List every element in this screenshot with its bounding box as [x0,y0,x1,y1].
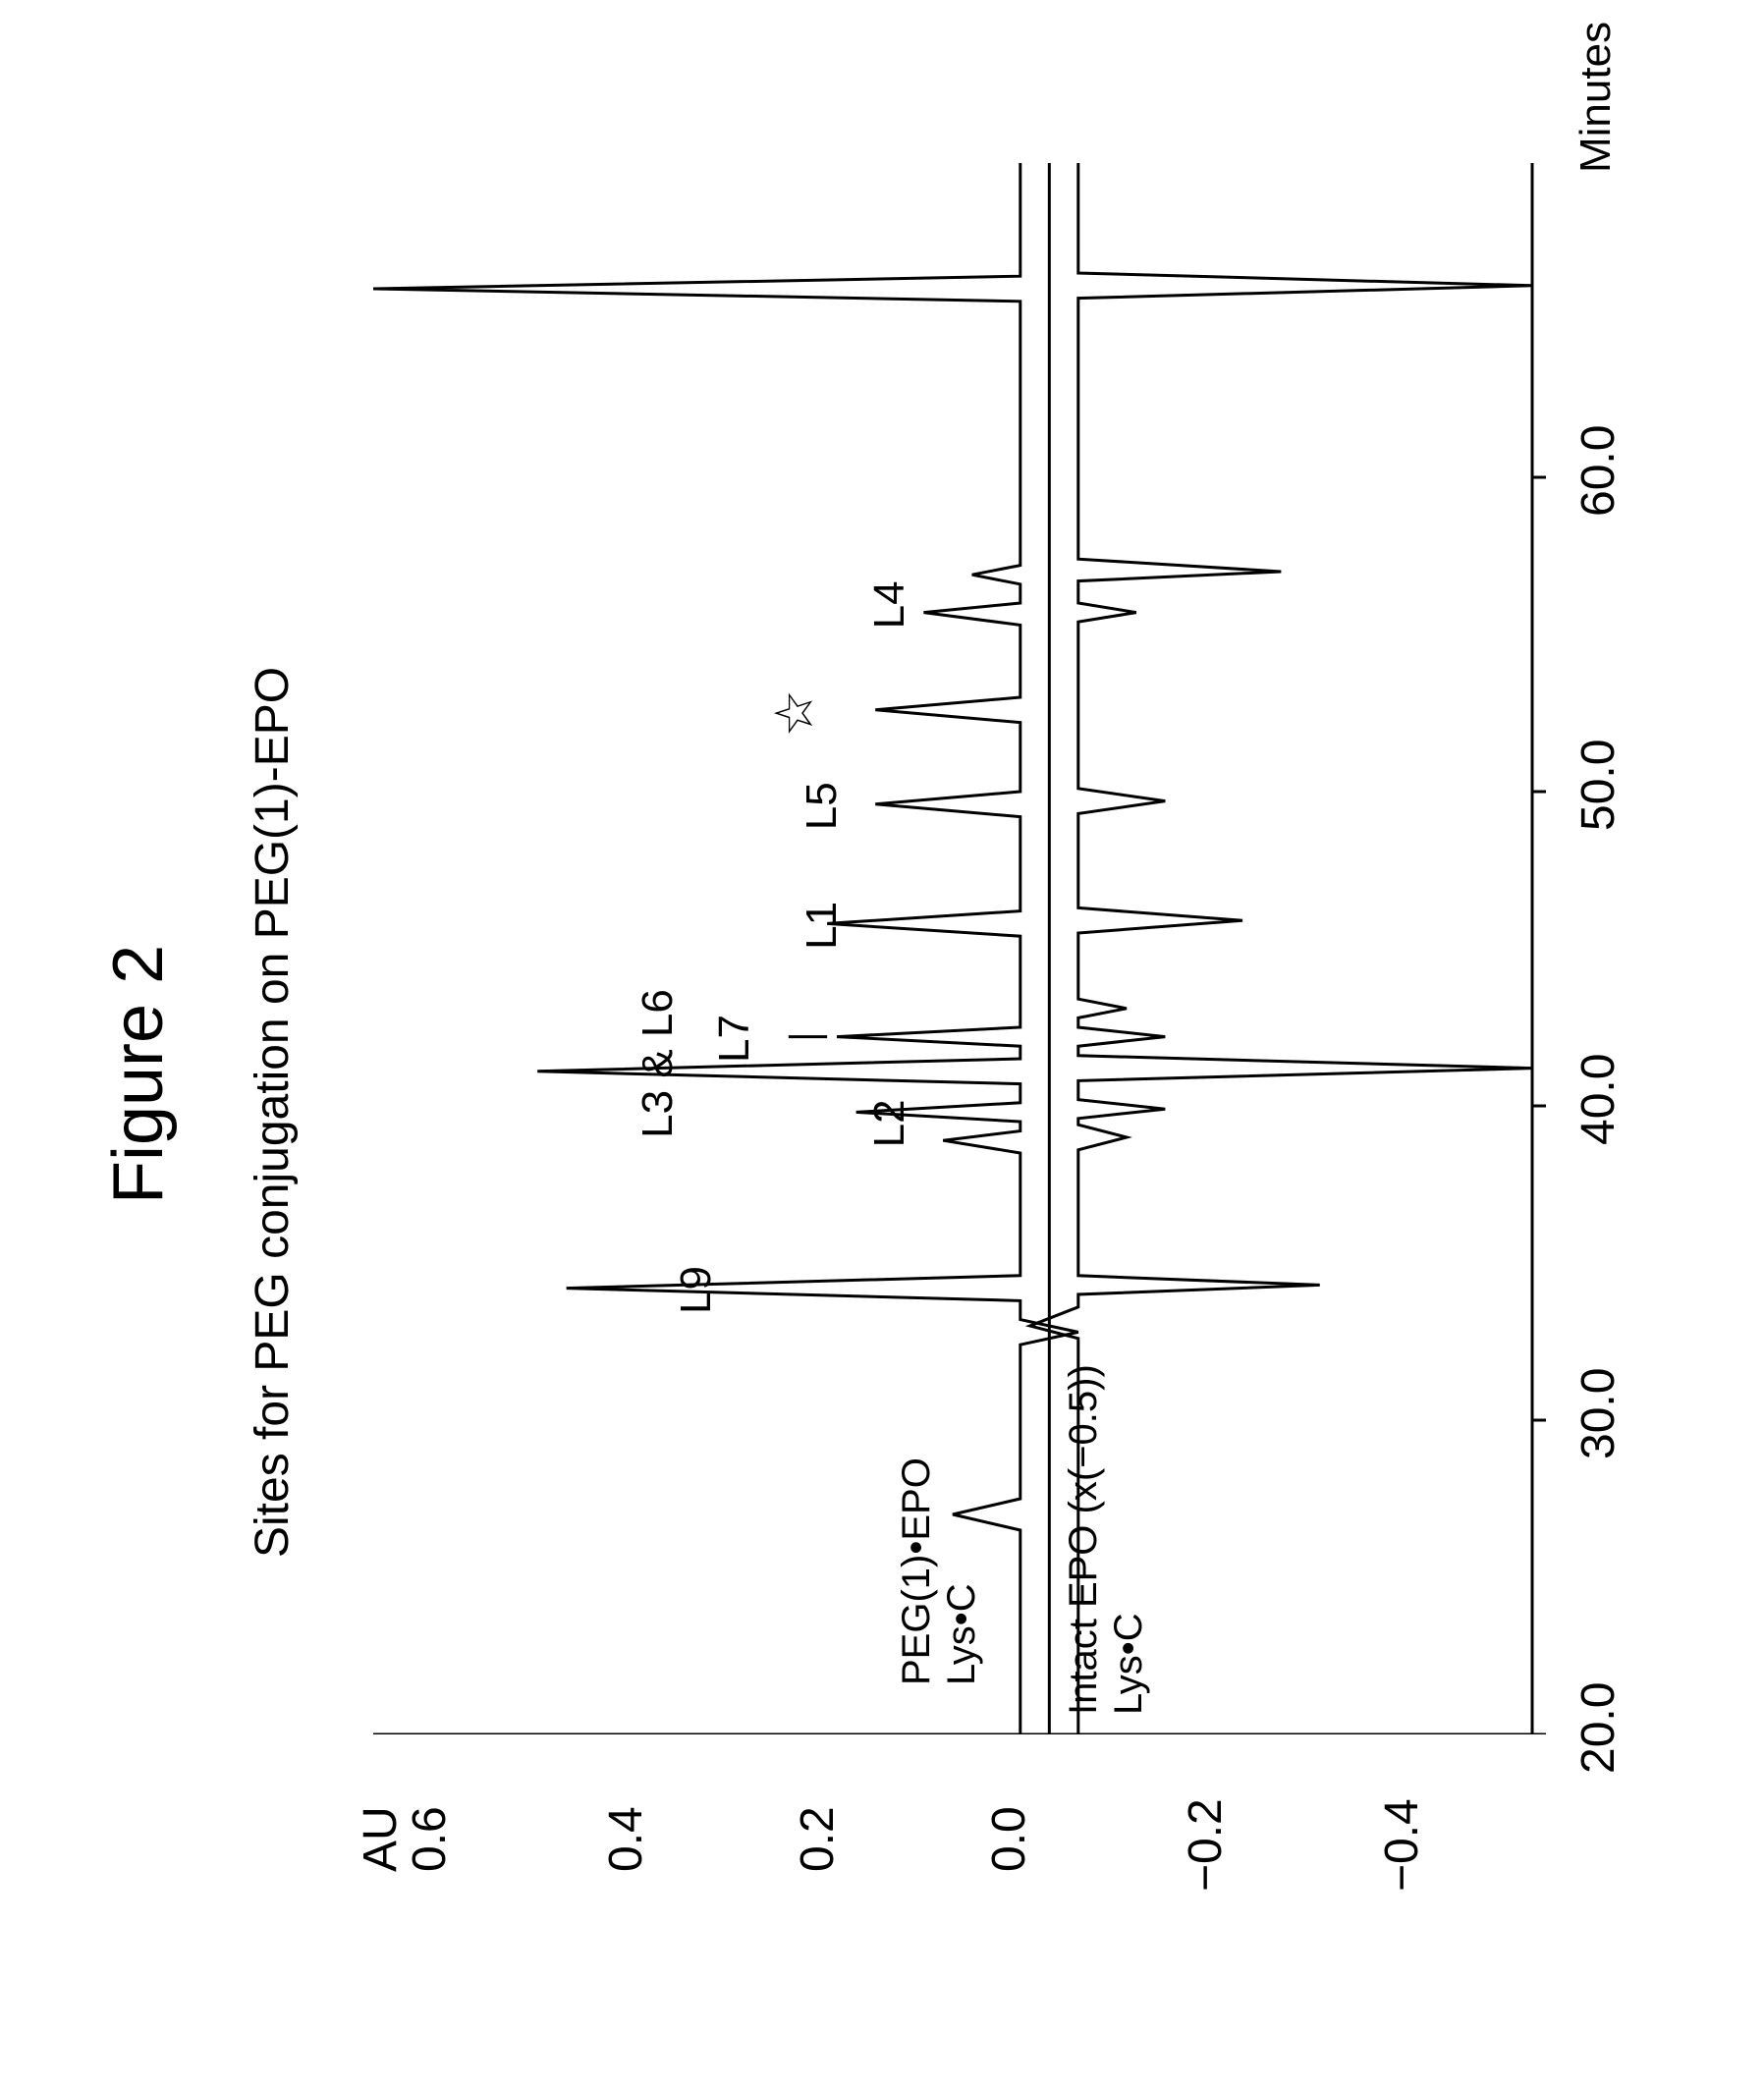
y-tick-2: 0.2 [791,1806,845,1872]
peak-label-l2: L2 [865,1099,914,1147]
figure-subtitle: Sites for PEG conjugation on PEG(1)-EPO [246,667,300,1558]
y-axis-unit: AU [354,1806,408,1872]
star-marker-icon: ☆ [768,689,821,737]
x-axis-label: Minutes [1571,22,1621,173]
y-tick-4: −0.2 [1179,1798,1233,1892]
peak-label-l3l6: L3 & L6 [634,989,683,1138]
peak-label-l4: L4 [865,580,914,629]
rotated-canvas: Figure 2 Sites for PEG conjugation on PE… [0,0,1764,2088]
y-tick-5: −0.4 [1375,1798,1429,1892]
y-tick-1: 0.4 [599,1806,653,1872]
peak-label-l9: L9 [672,1266,721,1314]
peak-label-l1: L1 [798,902,847,950]
x-tick-2: 40.0 [1571,1054,1626,1145]
x-tick-0: 20.0 [1571,1682,1626,1774]
x-tick-1: 30.0 [1571,1368,1626,1459]
x-tick-3: 50.0 [1571,740,1626,831]
peak-label-l7: L7 [710,1015,759,1063]
chromatogram-plot [373,163,1562,1734]
peak-label-l5: L5 [798,782,847,830]
y-tick-0: 0.6 [403,1806,457,1872]
figure-title: Figure 2 [98,945,179,1204]
x-tick-4: 60.0 [1571,425,1626,517]
y-tick-3: 0.0 [982,1806,1036,1872]
page: Figure 2 Sites for PEG conjugation on PE… [0,0,1764,2088]
